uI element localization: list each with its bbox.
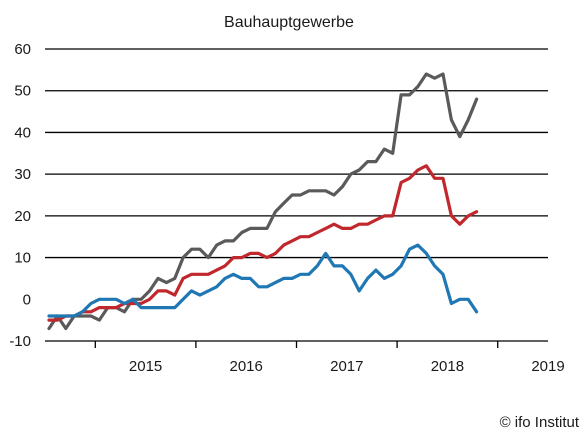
series-group (47, 72, 479, 331)
chart-title: Bauhauptgewerbe (224, 14, 354, 31)
x-tick-label: 2017 (330, 358, 363, 375)
x-axis: 2015 2016 2017 2018 2019 (45, 340, 565, 375)
y-tick-label: -10 (9, 333, 31, 350)
gridlines (45, 48, 548, 259)
x-tick-label: 2018 (431, 358, 464, 375)
y-tick-label: 60 (14, 41, 31, 58)
source-credit: © ifo Institut (499, 414, 579, 431)
series-line (47, 164, 479, 322)
y-axis-ticks: -10 0 10 20 30 40 50 60 (9, 41, 31, 350)
series-line (47, 72, 479, 331)
y-tick-label: 10 (14, 250, 31, 267)
y-tick-label: 40 (14, 124, 31, 141)
x-tick-label: 2015 (129, 358, 162, 375)
series-line (47, 243, 479, 318)
y-tick-label: 20 (14, 208, 31, 225)
x-tick-label: 2019 (531, 358, 564, 375)
y-tick-label: 30 (14, 166, 31, 183)
x-tick-label: 2016 (230, 358, 263, 375)
y-tick-label: 0 (23, 291, 31, 308)
y-tick-label: 50 (14, 83, 31, 100)
